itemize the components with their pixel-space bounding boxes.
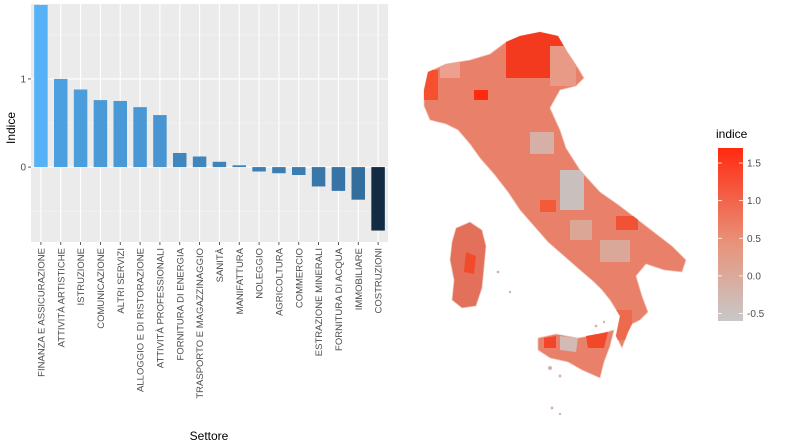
island: [602, 320, 606, 324]
y-tick-label: 0: [20, 163, 26, 174]
x-tick-label: ALLOGGIO E DI RISTORAZIONE: [136, 248, 147, 392]
island: [496, 270, 500, 274]
x-tick-label: AGRICOLTURA: [274, 247, 285, 316]
x-tick-label: ATTIVITÀ PROFESSIONALI: [155, 248, 166, 368]
bar: [73, 89, 88, 168]
legend-colorbar: [718, 148, 743, 321]
x-tick-label: COMUNICAZIONE: [96, 248, 107, 329]
x-tick-label: ATTIVITÀ ARTISTICHE: [56, 248, 67, 347]
bar: [252, 167, 266, 172]
sardinia-province: [464, 252, 476, 274]
x-tick-label: NOLEGGIO: [255, 248, 266, 299]
bar: [232, 165, 246, 168]
bar: [272, 167, 286, 174]
island: [558, 412, 562, 416]
bar: [212, 161, 227, 168]
x-tick-label: MANIFATTURA: [235, 247, 246, 314]
legend-tick-label: 1.5: [747, 159, 761, 170]
italy-choropleth-map: [423, 31, 687, 416]
sicily-province: [544, 336, 556, 348]
y-tick-label: 1: [20, 74, 26, 85]
legend-tick-label: 0.5: [747, 234, 761, 245]
color-legend: indice 1.5 1.0 0.5 0.0 -0.5: [716, 127, 765, 321]
legend-tick-label: 1.0: [747, 196, 761, 207]
province-shading: [560, 170, 584, 210]
x-tick-label: COMMERCIO: [294, 248, 305, 308]
legend-tick-label: 0.0: [747, 271, 761, 282]
province-shading: [440, 60, 460, 78]
province-shading: [616, 310, 632, 340]
island: [558, 374, 562, 378]
province-shading: [474, 90, 488, 100]
island: [548, 366, 552, 370]
x-tick-label: ISTRUZIONE: [76, 248, 87, 306]
province-shading: [540, 200, 556, 212]
bar: [311, 167, 326, 187]
x-tick-label: ALTRI SERVIZI: [116, 248, 127, 314]
bar: [34, 4, 48, 168]
bar: [371, 167, 385, 231]
bar: [331, 167, 346, 191]
x-tick-label: ESTRAZIONE MINERALI: [314, 248, 325, 356]
x-tick-label: TRASPORTO E MAGAZZINAGGIO: [195, 248, 206, 399]
island: [594, 324, 598, 328]
bar: [153, 115, 167, 168]
mainland-provinces: [424, 32, 638, 340]
sicily-province: [586, 332, 608, 348]
x-tick-label: FORNITURA DI ENERGIA: [175, 247, 186, 360]
bar: [54, 78, 68, 168]
sicily-province: [560, 336, 578, 352]
province-shading: [600, 240, 630, 262]
x-tick-label: IMMOBILIARE: [354, 248, 365, 310]
bar: [351, 167, 365, 200]
bar: [173, 152, 187, 168]
x-tick-label: FORNITURA DI ACQUA: [334, 247, 345, 351]
bar: [113, 100, 127, 168]
province-shading: [530, 132, 554, 154]
y-axis-ticks: 01: [20, 74, 31, 174]
island: [550, 406, 554, 410]
x-tick-label: SANITÀ: [215, 247, 226, 282]
x-axis-title: Settore: [190, 429, 229, 443]
bar: [133, 107, 147, 168]
legend-tick-label: -0.5: [747, 309, 765, 320]
legend-title: indice: [716, 127, 748, 141]
island: [508, 290, 512, 294]
bars: [34, 4, 385, 231]
y-axis-title: Indice: [4, 112, 18, 144]
bar: [292, 167, 306, 176]
x-tick-label: COSTRUZIONI: [374, 248, 385, 313]
bar: [192, 156, 207, 168]
province-shading: [550, 46, 576, 86]
x-axis-ticks: FINANZA E ASSICURAZIONE ATTIVITÀ ARTISTIC…: [36, 242, 385, 399]
x-tick-label: FINANZA E ASSICURAZIONE: [36, 248, 47, 377]
province-shading: [570, 220, 592, 240]
bar-chart: 01 FINANZA E ASSICURAZIONE ATTIVITÀ ARTIS…: [4, 4, 388, 443]
bar: [93, 100, 108, 168]
legend-ticks: 1.5 1.0 0.5 0.0 -0.5: [718, 159, 765, 320]
province-shading: [424, 70, 438, 100]
province-shading: [616, 216, 638, 230]
